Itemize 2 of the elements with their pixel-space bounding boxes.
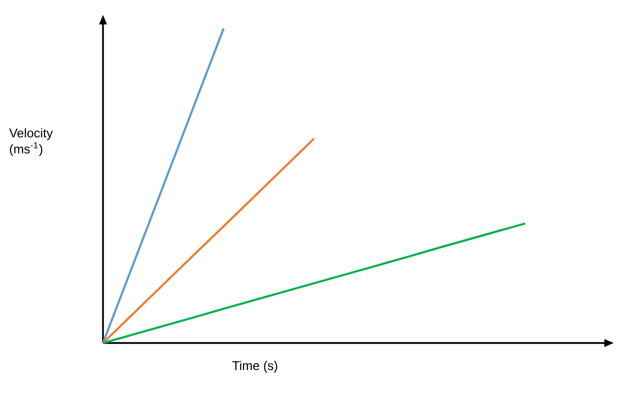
- y-axis-title: Velocity (ms$^{-1}$): [9, 128, 53, 156]
- x-axis-title: Time (s): [232, 360, 278, 373]
